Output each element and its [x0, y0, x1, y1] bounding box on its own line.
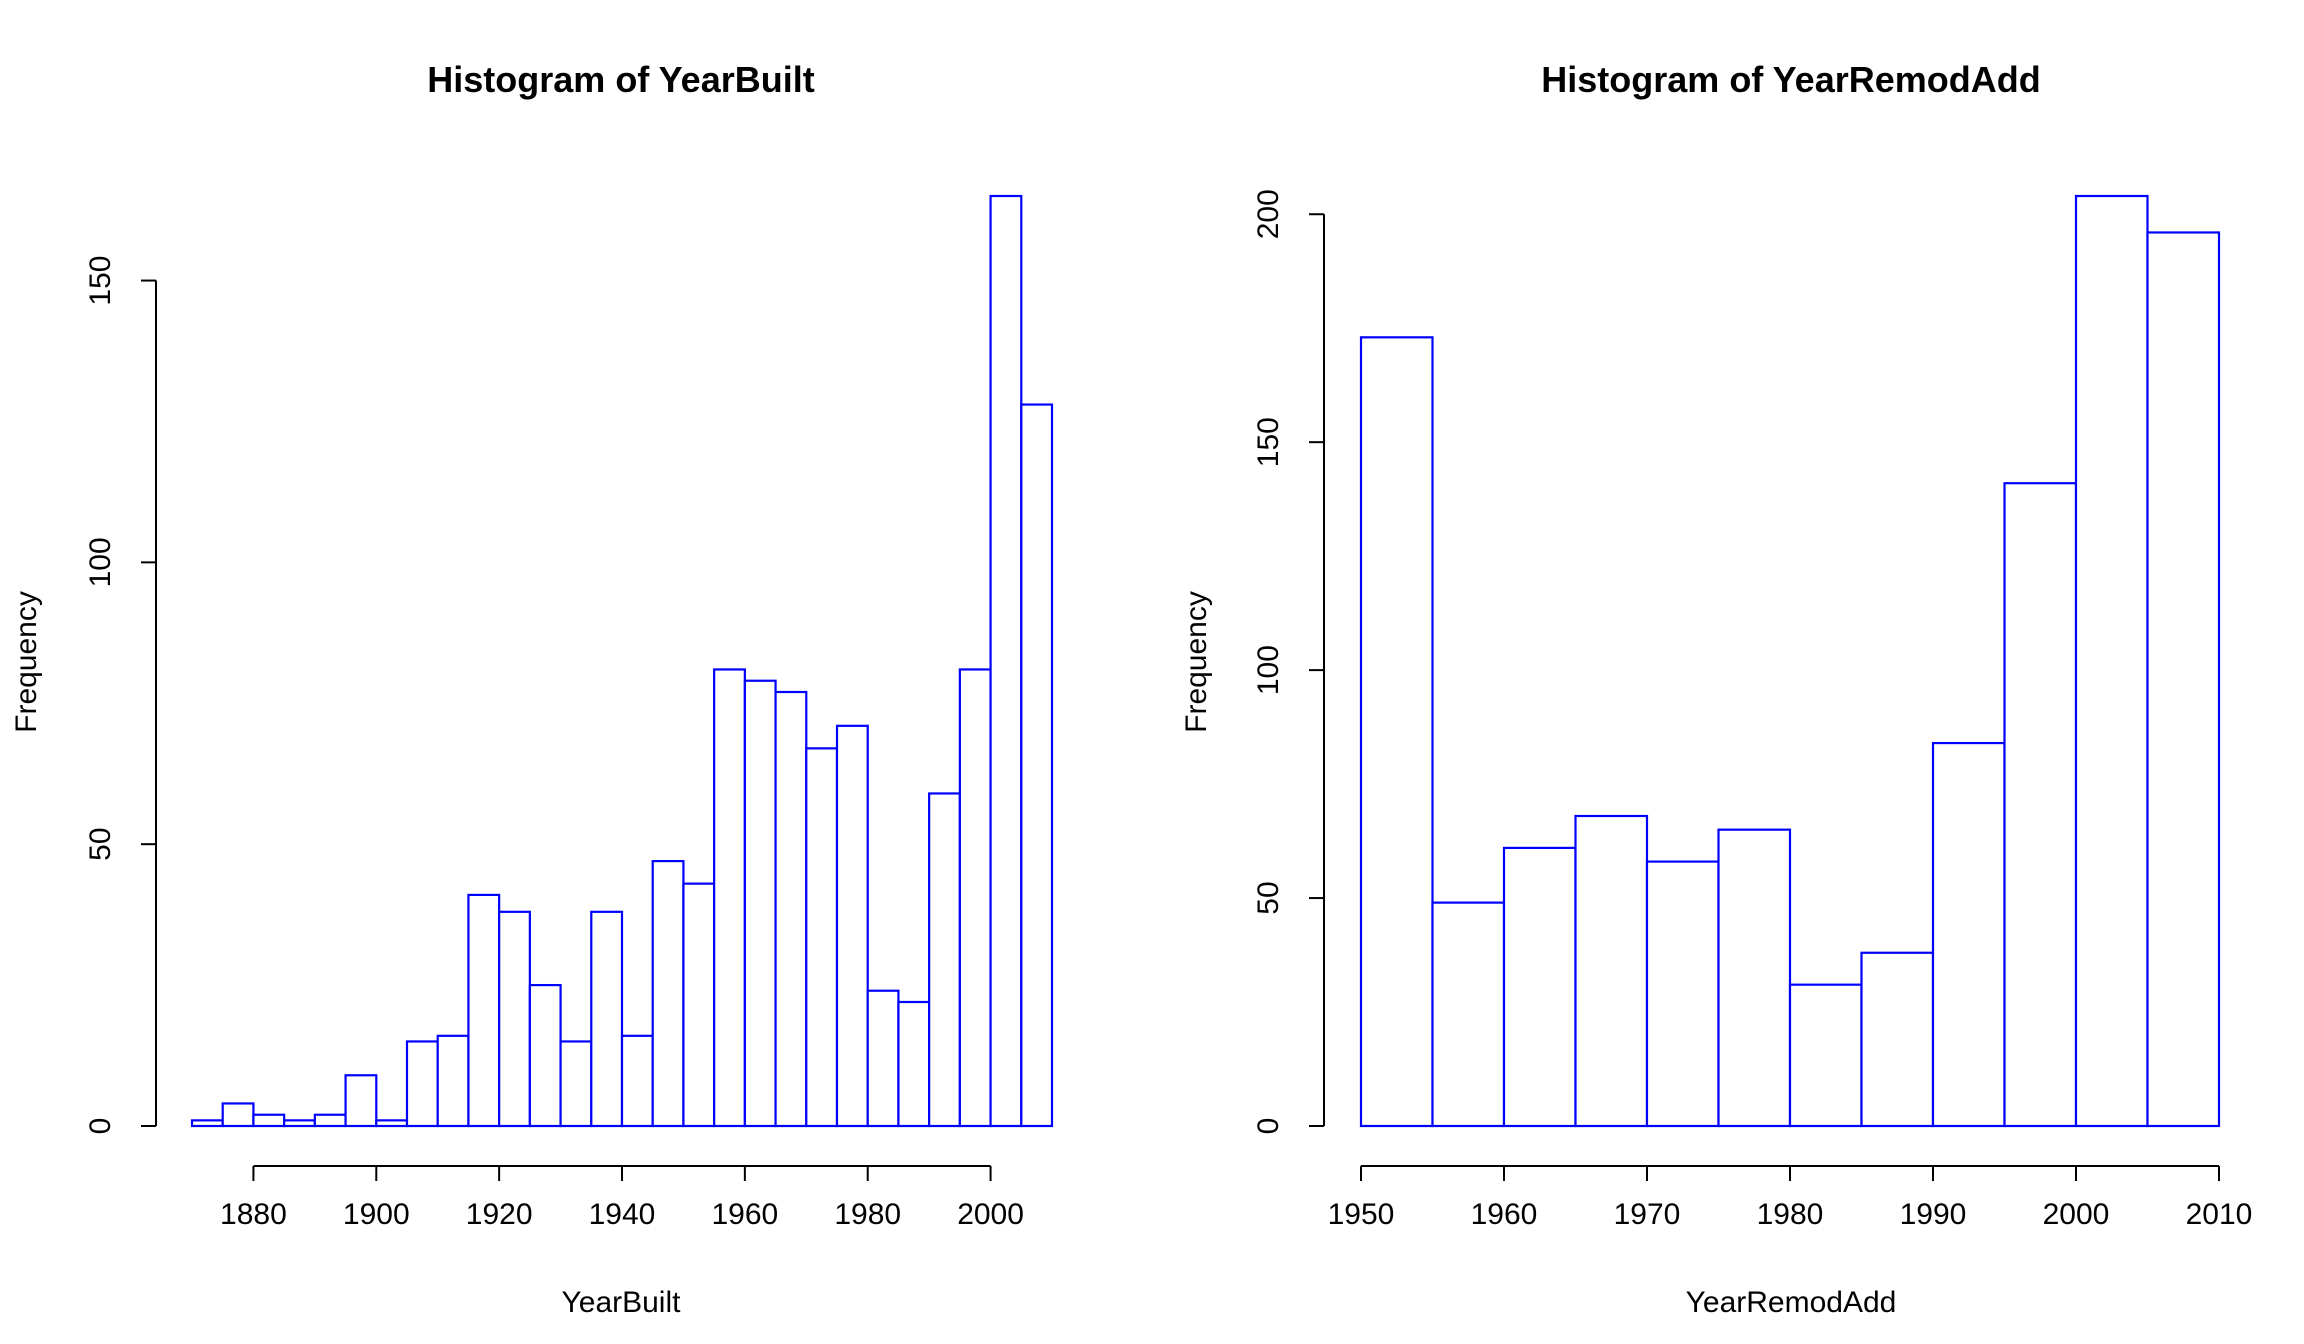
histogram-bar	[743, 679, 777, 1128]
x-tick-group: 1880 1900 1920 1940 1960 1980 2000	[220, 1166, 1024, 1231]
histogram-bar	[620, 1034, 654, 1128]
histogram-bar	[928, 792, 961, 1128]
x-tick-label: 1940	[589, 1198, 656, 1231]
y-tick-label: 100	[84, 537, 117, 587]
histogram-bar	[252, 1113, 286, 1128]
histogram-bar	[897, 1000, 931, 1128]
histogram-bar	[283, 1119, 316, 1128]
y-tick-label: 0	[1252, 1118, 1285, 1135]
y-tick-group: 0 50 100 150	[84, 256, 156, 1135]
x-tick-label: 1960	[1471, 1198, 1538, 1231]
histogram-bar	[1574, 814, 1649, 1128]
histogram-bar	[651, 859, 685, 1128]
bar-group	[1359, 194, 2221, 1128]
x-tick-label: 1980	[834, 1198, 901, 1231]
histogram-bar	[805, 747, 839, 1128]
histogram-bar	[436, 1034, 470, 1128]
histogram-bar	[1502, 846, 1577, 1128]
histogram-bar	[866, 989, 900, 1128]
histogram-bar	[221, 1102, 255, 1128]
histogram-bar	[2146, 231, 2221, 1128]
x-axis-label: YearBuilt	[562, 1286, 682, 1319]
histogram-bar	[713, 668, 746, 1128]
histogram-bar	[2074, 194, 2149, 1128]
histogram-bar	[2003, 482, 2078, 1128]
histogram-bar	[590, 910, 624, 1128]
histogram-bar	[989, 194, 1023, 1128]
x-tick-label: 2010	[2186, 1198, 2253, 1231]
histogram-bar	[774, 690, 808, 1128]
y-tick-label: 0	[84, 1118, 117, 1135]
histogram-bar	[467, 893, 501, 1128]
histogram-bar	[1931, 741, 2006, 1128]
histogram-bar	[405, 1040, 439, 1128]
histogram-bar	[559, 1040, 593, 1128]
histogram-bar	[190, 1119, 224, 1128]
y-tick-group: 0 50 100 150 200	[1252, 189, 1324, 1134]
y-tick-label: 150	[84, 256, 117, 306]
y-tick-label: 100	[1252, 645, 1285, 695]
y-tick-label: 150	[1252, 417, 1285, 467]
histogram-bar	[1020, 403, 1054, 1128]
histogram-bar	[1645, 860, 1720, 1128]
histogram-bar	[1359, 336, 1434, 1128]
x-tick-label: 1960	[711, 1198, 778, 1231]
histogram-bar	[1431, 901, 1506, 1128]
x-tick-label: 1980	[1757, 1198, 1824, 1231]
histogram-bar	[528, 983, 562, 1128]
x-tick-label: 1970	[1614, 1198, 1681, 1231]
histogram-yearbuilt-panel: Histogram of YearBuilt 1880 1900 1920 1940 1…	[10, 59, 1054, 1319]
histogram-bar	[958, 668, 992, 1128]
x-axis-label: YearRemodAdd	[1686, 1286, 1897, 1319]
histogram-bar	[1860, 951, 1935, 1128]
y-tick-label: 200	[1252, 189, 1285, 239]
y-axis-label: Frequency	[1180, 591, 1213, 733]
x-tick-label: 1920	[466, 1198, 533, 1231]
x-tick-label: 2000	[2043, 1198, 2110, 1231]
histogram-yearremodadd-panel: Histogram of YearRemodAdd 1950 1960 1970 19…	[1180, 59, 2252, 1319]
x-tick-label: 1990	[1900, 1198, 1967, 1231]
histogram-bar	[375, 1119, 409, 1128]
x-tick-label: 1880	[220, 1198, 287, 1231]
y-tick-label: 50	[84, 827, 117, 860]
histogram-bar	[313, 1113, 347, 1128]
bar-group	[190, 194, 1054, 1128]
x-tick-label: 1900	[343, 1198, 410, 1231]
chart-title: Histogram of YearBuilt	[427, 59, 814, 100]
histogram-bar	[1788, 983, 1863, 1128]
x-tick-label: 2000	[957, 1198, 1024, 1231]
y-axis-label: Frequency	[10, 591, 43, 733]
y-tick-label: 50	[1252, 881, 1285, 914]
histogram-bar	[498, 910, 531, 1128]
chart-title: Histogram of YearRemodAdd	[1541, 59, 2040, 100]
histogram-bar	[1717, 828, 1792, 1128]
histogram-bar	[835, 724, 869, 1128]
histogram-bar	[344, 1074, 378, 1128]
histogram-bar	[682, 882, 716, 1128]
x-tick-group: 1950 1960 1970 1980 1990 2000 2010	[1328, 1166, 2253, 1231]
x-tick-label: 1950	[1328, 1198, 1395, 1231]
